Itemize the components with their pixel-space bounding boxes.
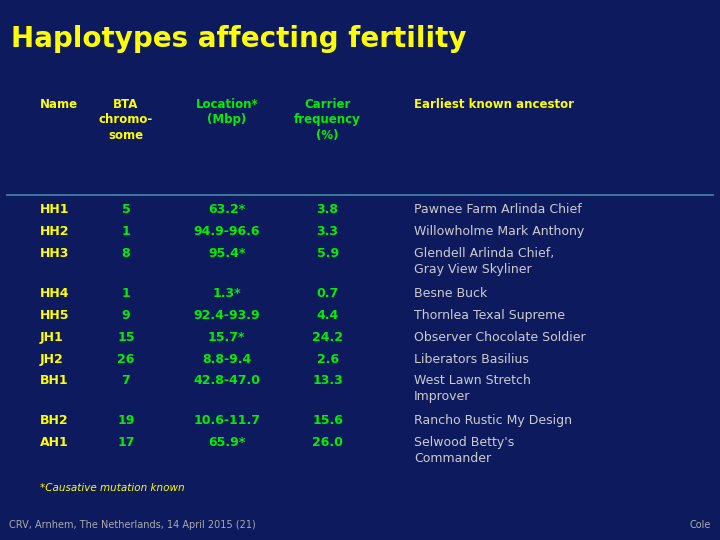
Text: 13.3: 13.3 xyxy=(312,374,343,388)
Text: Liberators Basilius: Liberators Basilius xyxy=(414,353,529,366)
Text: Thornlea Texal Supreme: Thornlea Texal Supreme xyxy=(414,309,565,322)
Text: Glendell Arlinda Chief,
Gray View Skyliner: Glendell Arlinda Chief, Gray View Skylin… xyxy=(414,247,554,276)
Text: JH2: JH2 xyxy=(40,353,63,366)
Text: 5.9: 5.9 xyxy=(317,247,338,260)
Text: 8: 8 xyxy=(122,247,130,260)
Text: 1.3*: 1.3* xyxy=(212,287,241,300)
Text: 15.7*: 15.7* xyxy=(208,330,246,344)
Text: 7: 7 xyxy=(122,374,130,388)
Text: 1: 1 xyxy=(122,225,130,238)
Text: HH5: HH5 xyxy=(40,309,69,322)
Text: Selwood Betty's
Commander: Selwood Betty's Commander xyxy=(414,436,514,465)
Text: 5: 5 xyxy=(122,204,130,217)
Text: 17: 17 xyxy=(117,436,135,449)
Text: 3.8: 3.8 xyxy=(317,204,338,217)
Text: West Lawn Stretch
Improver: West Lawn Stretch Improver xyxy=(414,374,531,403)
Text: HH2: HH2 xyxy=(40,225,69,238)
Text: HH4: HH4 xyxy=(40,287,69,300)
Text: Name: Name xyxy=(40,98,78,111)
Text: HH3: HH3 xyxy=(40,247,69,260)
Text: CRV, Arnhem, The Netherlands, 14 April 2015 (21): CRV, Arnhem, The Netherlands, 14 April 2… xyxy=(9,520,256,530)
Text: 26.0: 26.0 xyxy=(312,436,343,449)
Text: 19: 19 xyxy=(117,414,135,428)
Text: Willowholme Mark Anthony: Willowholme Mark Anthony xyxy=(414,225,584,238)
Text: 63.2*: 63.2* xyxy=(208,204,246,217)
Text: Location*
(Mbp): Location* (Mbp) xyxy=(195,98,258,126)
Text: BTA
chromo-
some: BTA chromo- some xyxy=(99,98,153,141)
Text: Haplotypes affecting fertility: Haplotypes affecting fertility xyxy=(11,25,467,53)
Text: JH1: JH1 xyxy=(40,330,63,344)
Text: 2.6: 2.6 xyxy=(317,353,338,366)
Text: 3.3: 3.3 xyxy=(317,225,338,238)
Text: *Causative mutation known: *Causative mutation known xyxy=(40,483,184,494)
Text: Earliest known ancestor: Earliest known ancestor xyxy=(414,98,574,111)
Text: 0.7: 0.7 xyxy=(317,287,338,300)
Text: 9: 9 xyxy=(122,309,130,322)
Text: 10.6-11.7: 10.6-11.7 xyxy=(193,414,261,428)
Text: BH2: BH2 xyxy=(40,414,68,428)
Text: HH1: HH1 xyxy=(40,204,69,217)
Text: 92.4-93.9: 92.4-93.9 xyxy=(194,309,260,322)
Text: Pawnee Farm Arlinda Chief: Pawnee Farm Arlinda Chief xyxy=(414,204,582,217)
Text: 4.4: 4.4 xyxy=(317,309,338,322)
Text: Cole: Cole xyxy=(690,520,711,530)
Text: Besne Buck: Besne Buck xyxy=(414,287,487,300)
Text: BH1: BH1 xyxy=(40,374,68,388)
Text: 8.8-9.4: 8.8-9.4 xyxy=(202,353,251,366)
Text: 1: 1 xyxy=(122,287,130,300)
Text: 42.8-47.0: 42.8-47.0 xyxy=(193,374,261,388)
Text: Rancho Rustic My Design: Rancho Rustic My Design xyxy=(414,414,572,428)
Text: 15.6: 15.6 xyxy=(312,414,343,428)
Text: AH1: AH1 xyxy=(40,436,68,449)
Text: 65.9*: 65.9* xyxy=(208,436,246,449)
Text: 94.9-96.6: 94.9-96.6 xyxy=(194,225,260,238)
Text: Observer Chocolate Soldier: Observer Chocolate Soldier xyxy=(414,330,585,344)
Text: 15: 15 xyxy=(117,330,135,344)
Text: Carrier
frequency
(%): Carrier frequency (%) xyxy=(294,98,361,141)
Text: 26: 26 xyxy=(117,353,135,366)
Text: 24.2: 24.2 xyxy=(312,330,343,344)
Text: 95.4*: 95.4* xyxy=(208,247,246,260)
